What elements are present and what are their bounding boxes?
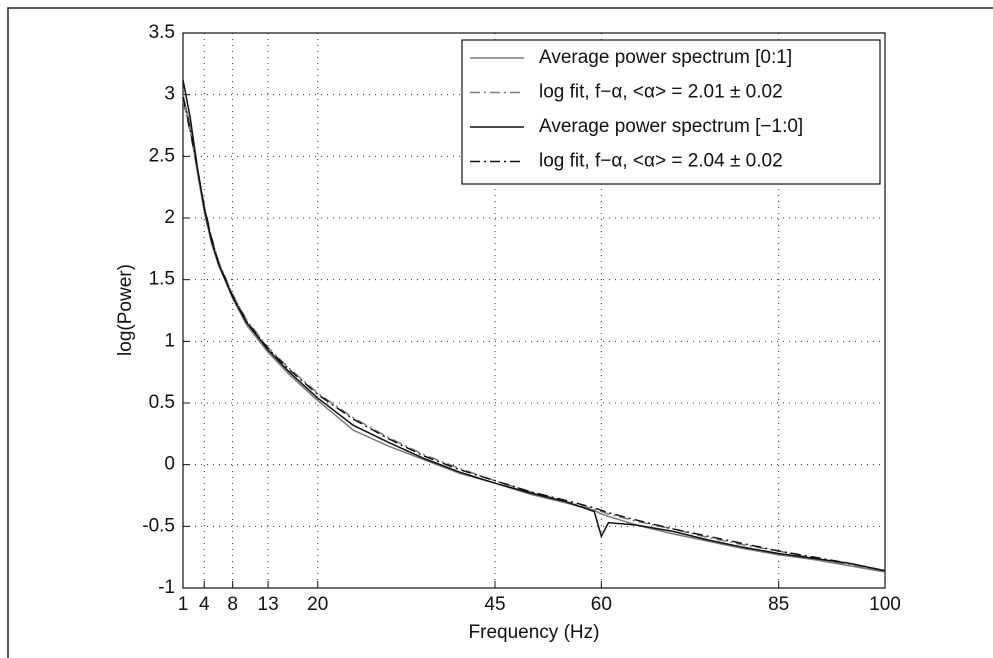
y-tick-label: 3.5 <box>149 22 175 43</box>
data-line <box>182 100 886 572</box>
x-tick-label: 85 <box>768 594 789 615</box>
y-tick-label: 0.5 <box>149 392 175 413</box>
x-tick-label: 8 <box>227 594 238 615</box>
y-tick-label: 3 <box>164 84 175 105</box>
x-axis-label: Frequency (Hz) <box>469 622 600 643</box>
legend-label: Average power spectrum [0:1] <box>539 47 792 68</box>
legend-label: Average power spectrum [−1:0] <box>539 116 803 137</box>
x-tick-label: 100 <box>869 594 901 615</box>
y-tick-label: 1.5 <box>149 269 175 290</box>
legend-label: log fit, f−α, <α> = 2.01 ± 0.02 <box>539 82 783 103</box>
y-tick-label: -1 <box>158 577 175 598</box>
x-tick-label: 20 <box>307 594 328 615</box>
y-tick-label: 1 <box>164 330 175 351</box>
legend-box <box>461 39 881 185</box>
plot-area <box>182 32 886 589</box>
legend-label: log fit, f−α, <α> = 2.04 ± 0.02 <box>539 151 783 172</box>
y-tick-label: 2 <box>164 207 175 228</box>
x-tick-label: 60 <box>591 594 612 615</box>
x-tick-label: 1 <box>178 594 189 615</box>
data-line <box>182 96 886 572</box>
x-tick-label: 4 <box>199 594 210 615</box>
y-axis-label: log(Power) <box>115 264 136 356</box>
x-tick-label: 45 <box>484 594 505 615</box>
frame <box>7 7 993 658</box>
y-tick-label: -0.5 <box>142 515 175 536</box>
y-tick-label: 2.5 <box>149 145 175 166</box>
y-tick-label: 0 <box>164 454 175 475</box>
x-tick-label: 13 <box>258 594 279 615</box>
